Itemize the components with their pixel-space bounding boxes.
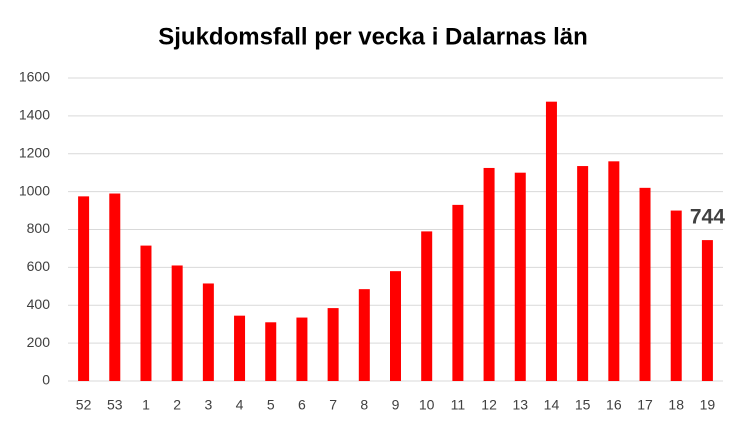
bar: [171, 265, 183, 381]
bar: [265, 322, 277, 381]
x-tick-label: 1: [142, 397, 150, 413]
bar: [358, 289, 370, 381]
y-tick-label: 1600: [19, 69, 50, 85]
x-tick-label: 2: [173, 397, 181, 413]
bar: [514, 172, 526, 381]
x-tick-label: 13: [512, 397, 528, 413]
x-tick-label: 16: [606, 397, 622, 413]
x-tick-label: 53: [107, 397, 123, 413]
bar: [327, 308, 339, 381]
x-tick-label: 9: [392, 397, 400, 413]
y-tick-label: 1000: [19, 182, 50, 198]
x-tick-label: 8: [360, 397, 368, 413]
x-tick-label: 4: [236, 397, 244, 413]
bar: [577, 166, 589, 381]
bar: [421, 231, 433, 381]
bar: [234, 315, 246, 381]
bar: [452, 204, 464, 381]
data-label: 744: [690, 206, 725, 229]
y-tick-label: 1200: [19, 144, 50, 160]
bar: [140, 245, 152, 381]
x-tick-label: 11: [451, 397, 466, 413]
bar: [390, 271, 401, 381]
bar: [545, 101, 557, 381]
chart-title: Sjukdomsfall per vecka i Dalarnas län: [158, 23, 588, 50]
y-tick-label: 0: [42, 372, 50, 388]
bar: [701, 240, 713, 381]
y-tick-label: 400: [27, 296, 51, 312]
x-tick-label: 19: [700, 397, 716, 413]
bar: [296, 317, 308, 381]
x-tick-label: 5: [267, 397, 275, 413]
bar: [78, 196, 90, 381]
bar: [109, 193, 121, 381]
bar: [608, 161, 620, 381]
y-tick-label: 600: [27, 258, 51, 274]
x-tick-label: 17: [637, 397, 653, 413]
bar: [639, 187, 651, 381]
x-tick-label: 7: [329, 397, 337, 413]
y-tick-label: 800: [27, 220, 51, 236]
y-tick-label: 200: [27, 334, 51, 350]
x-tick-label: 6: [298, 397, 306, 413]
bar: [202, 283, 214, 381]
bar: [483, 167, 495, 381]
y-tick-label: 1400: [19, 107, 50, 123]
x-tick-label: 15: [575, 397, 591, 413]
x-tick-label: 3: [204, 397, 212, 413]
x-tick-label: 14: [544, 397, 560, 413]
x-tick-label: 18: [668, 397, 684, 413]
bar: [670, 210, 682, 381]
x-tick-label: 10: [419, 397, 435, 413]
x-tick-label: 52: [76, 397, 92, 413]
x-tick-label: 12: [481, 397, 497, 413]
